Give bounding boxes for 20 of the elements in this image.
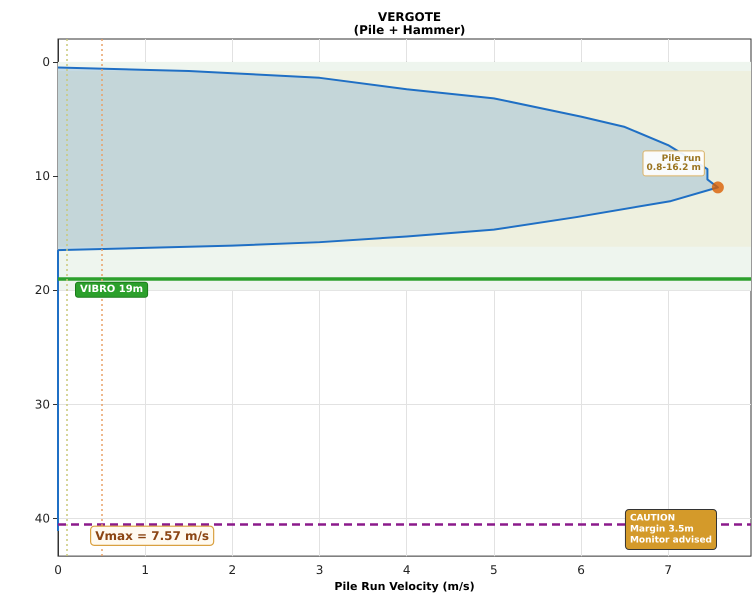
y-tick-label: 0 (42, 54, 50, 69)
x-tick-label: 6 (577, 563, 585, 578)
ref-line-label: VIBRO 19m (80, 284, 144, 296)
chart-title: VERGOTE (378, 10, 442, 24)
y-tick-label: 20 (34, 283, 50, 298)
y-tick-label: 10 (34, 168, 50, 183)
y-tick-label: 30 (34, 397, 50, 412)
x-tick-label: 3 (316, 563, 324, 578)
x-tick-label: 0 (54, 563, 62, 578)
x-tick-label: 7 (664, 563, 672, 578)
chart-subtitle: (Pile + Hammer) (354, 23, 466, 37)
annotation: CAUTION Margin 3.5m Monitor advised (630, 514, 712, 546)
y-tick-label: 40 (34, 511, 50, 526)
x-tick-label: 1 (141, 563, 149, 578)
x-tick-label: 2 (228, 563, 236, 578)
annotation: Pile run 0.8-16.2 m (646, 154, 701, 173)
x-tick-label: 4 (402, 563, 410, 578)
x-axis-title: Pile Run Velocity (m/s) (334, 580, 475, 593)
annotation: Vmax = 7.57 m/s (95, 528, 210, 543)
x-tick-label: 5 (490, 563, 498, 578)
